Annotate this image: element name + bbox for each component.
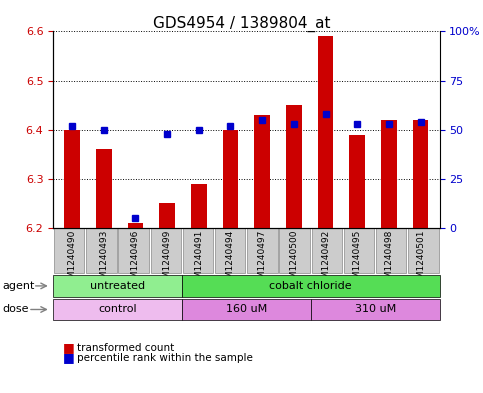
Text: untreated: untreated bbox=[90, 281, 145, 291]
Text: dose: dose bbox=[2, 305, 29, 314]
Bar bbox=[349, 135, 365, 228]
Bar bbox=[381, 120, 397, 228]
Text: percentile rank within the sample: percentile rank within the sample bbox=[77, 353, 253, 363]
Text: GDS4954 / 1389804_at: GDS4954 / 1389804_at bbox=[153, 16, 330, 32]
Bar bbox=[96, 149, 112, 228]
Bar bbox=[318, 36, 333, 228]
Bar bbox=[412, 120, 428, 228]
Text: cobalt chloride: cobalt chloride bbox=[270, 281, 352, 291]
Bar bbox=[64, 130, 80, 228]
Text: 160 uM: 160 uM bbox=[226, 305, 267, 314]
Text: control: control bbox=[98, 305, 137, 314]
Text: ■: ■ bbox=[63, 351, 74, 364]
Bar bbox=[128, 223, 143, 228]
Text: ■: ■ bbox=[63, 341, 74, 354]
Text: transformed count: transformed count bbox=[77, 343, 174, 353]
Bar bbox=[191, 184, 207, 228]
Bar bbox=[223, 130, 239, 228]
Bar bbox=[254, 115, 270, 228]
Text: 310 uM: 310 uM bbox=[355, 305, 396, 314]
Text: agent: agent bbox=[2, 281, 35, 291]
Bar bbox=[286, 105, 302, 228]
Bar bbox=[159, 204, 175, 228]
